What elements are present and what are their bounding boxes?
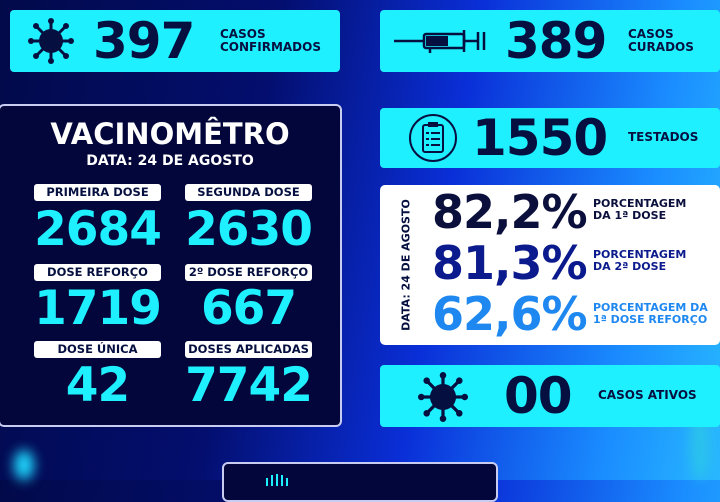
single-dose-label: DOSE ÚNICA [34,341,161,358]
booster-percentage-label: PORCENTAGEM DA [593,301,708,314]
second-booster-label: 2º DOSE REFORÇO [185,264,312,281]
virus-icon [28,18,74,64]
vaccinometer-panel: VACINOMÊTRO DATA: 24 DE AGOSTO PRIMEIRA … [0,104,342,427]
doses-applied-label: DOSES APLICADAS [185,341,312,358]
first-dose-label: PRIMEIRA DOSE [34,184,161,201]
second-dose-percentage: 81,3% [432,236,588,290]
confirmed-label: CONFIRMADOS [220,40,321,54]
clipboard-icon [409,114,457,162]
syringe-icon [394,30,486,53]
tested-card: 1550 TESTADOS [380,108,720,168]
bottom-panel [222,462,498,502]
confirmed-label: CASOS [220,27,266,41]
second-booster-value: 667 [200,281,297,336]
first-dose-percentage: 82,2% [432,185,588,239]
cured-label: CURADOS [628,40,694,54]
tested-label: TESTADOS [628,130,699,144]
second-dose-label: SEGUNDA DOSE [185,184,312,201]
second-dose-percentage-label: DA 2ª DOSE [593,260,667,273]
virus-icon [266,474,288,486]
doses-applied-value: 7742 [185,358,313,413]
booster-percentage: 62,6% [432,287,588,341]
cured-label: CASOS [628,27,674,41]
confirmed-count: 397 [93,12,195,70]
second-dose-percentage-label: PORCENTAGEM [593,248,687,261]
active-cases-card: 00 CASOS ATIVOS [380,365,720,427]
cured-cases-card: 389 CASOS CURADOS [380,10,720,72]
decorative-glow [14,450,34,480]
tested-count: 1550 [472,109,608,167]
vaccinometer-title: VACINOMÊTRO [50,117,290,151]
cured-count: 389 [505,12,607,70]
first-dose-percentage-label: DA 1ª DOSE [593,209,667,222]
confirmed-cases-card: 397 CASOS CONFIRMADOS [10,10,340,72]
vaccination-percentages-card: DATA: 24 DE AGOSTO 82,2% PORCENTAGEM DA 1… [380,185,720,345]
vaccinometer-date: DATA: 24 DE AGOSTO [86,153,254,169]
second-dose-value: 2630 [185,202,313,257]
percentages-date: DATA: 24 DE AGOSTO [399,199,413,331]
virus-icon [418,372,468,422]
first-dose-percentage-label: PORCENTAGEM [593,197,687,210]
booster-percentage-label: 1ª DOSE REFORÇO [593,313,708,326]
booster-dose-label: DOSE REFORÇO [34,264,161,281]
decorative-glow [690,410,710,480]
booster-dose-value: 1719 [34,281,162,336]
single-dose-value: 42 [65,358,130,413]
active-count: 00 [504,367,573,425]
active-label: CASOS ATIVOS [598,388,697,402]
first-dose-value: 2684 [34,202,162,257]
